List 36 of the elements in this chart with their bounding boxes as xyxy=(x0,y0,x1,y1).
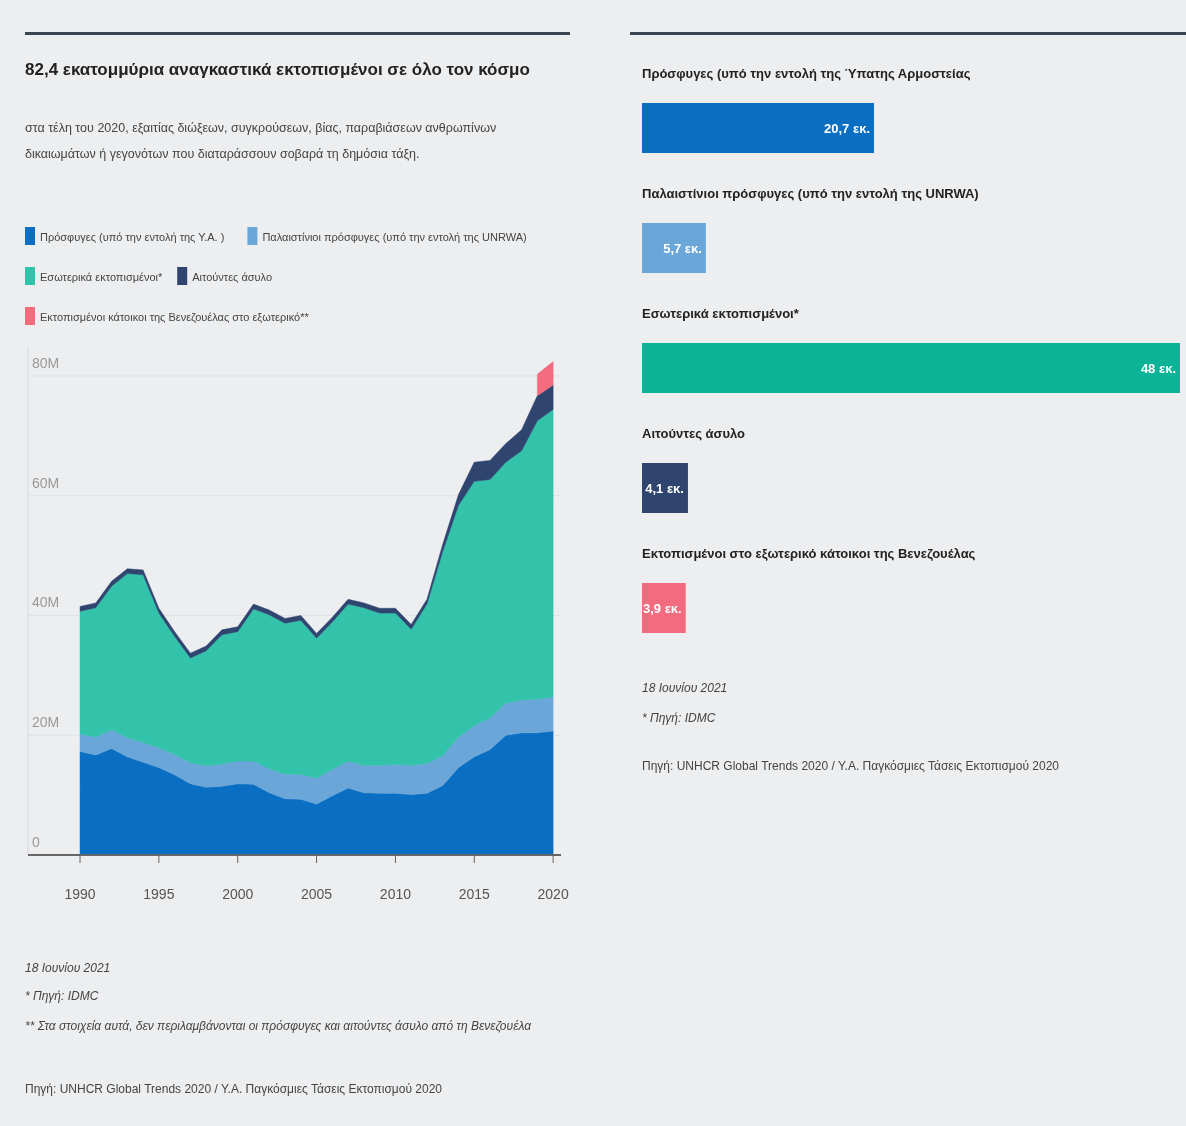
text: * Πηγή: IDMC xyxy=(25,989,99,1003)
data-label: 48 εκ. xyxy=(1140,361,1176,376)
data-label: 5,7 εκ. xyxy=(663,241,702,256)
chart-subtitle: στα τέλη του 2020, εξαιτίας διώξεων, συγκρούσεων, βίας, παραβιάσεων ανθρωπίνων δικαιωμάτων ή γεγονότων που διαταράσσουν σοβαρά τη δημόσια τάξη. xyxy=(25,121,497,161)
x-tick-label: 2010 xyxy=(379,886,412,902)
x-tick-label: 2005 xyxy=(301,886,333,902)
legend-label: Παλαιστίνιοι πρόσφυγες (υπό την εντολή της UNRWA) xyxy=(262,231,527,243)
y-tick-label: 80M xyxy=(32,354,60,371)
x-tick-label: 2000 xyxy=(222,886,254,902)
y-tick-label: Εκτοπισμένοι στο εξωτερικό κάτοικοι της Βενεζουέλας xyxy=(642,546,976,561)
text: Πηγή: UNHCR Global Trends 2020 / Υ.Α. Παγκόσμιες Τάσεις Εκτοπισμού 2020 xyxy=(642,759,1060,773)
legend-label: Πρόσφυγες (υπό την εντολή της Υ.Α. ) xyxy=(40,231,225,243)
legend-label: Εκτοπισμένοι κάτοικοι της Βενεζουέλας στο εξωτερικό** xyxy=(40,311,310,323)
y-tick-label: Πρόσφυγες (υπό την εντολή της Ύπατης Αρμοστείας xyxy=(642,66,971,81)
y-tick-label: 20M xyxy=(32,714,60,731)
text: ** Στα στοιχεία αυτά, δεν περιλαμβάνονται οι πρόσφυγες και αιτούντες άσυλο από τη Βενεζουέλα xyxy=(25,1019,533,1033)
legend-label: Εσωτερικά εκτοπισμένοι* xyxy=(40,271,163,283)
y-tick-label: Αιτούντες άσυλο xyxy=(642,426,746,441)
y-tick-label: Εσωτερικά εκτοπισμένοι* xyxy=(642,306,800,321)
text: 18 Ιουνίου 2021 xyxy=(642,681,728,695)
chart-title: 82,4 εκατομμύρια αναγκαστικά εκτοπισμένοι σε όλο τον κόσμο xyxy=(25,60,530,79)
data-label: 20,7 εκ. xyxy=(824,121,871,136)
text: Πηγή: UNHCR Global Trends 2020 / Υ.Α. Παγκόσμιες Τάσεις Εκτοπισμού 2020 xyxy=(25,1082,443,1096)
x-tick-label: 2020 xyxy=(537,886,569,902)
text: * Πηγή: IDMC xyxy=(642,711,716,725)
y-tick-label: 40M xyxy=(32,594,60,611)
x-tick-label: 2015 xyxy=(458,886,491,902)
y-tick-label: Παλαιστίνιοι πρόσφυγες (υπό την εντολή της UNRWA) xyxy=(642,186,979,201)
y-tick-label: 0 xyxy=(32,834,40,850)
legend-label: Αιτούντες άσυλο xyxy=(192,271,273,283)
data-label: 3,9 εκ. xyxy=(642,601,682,616)
x-tick-label: 1995 xyxy=(143,886,175,902)
text: 18 Ιουνίου 2021 xyxy=(25,961,111,975)
y-tick-label: 60M xyxy=(32,474,60,491)
x-tick-label: 1990 xyxy=(64,886,96,902)
data-label: 4,1 εκ. xyxy=(645,481,684,496)
